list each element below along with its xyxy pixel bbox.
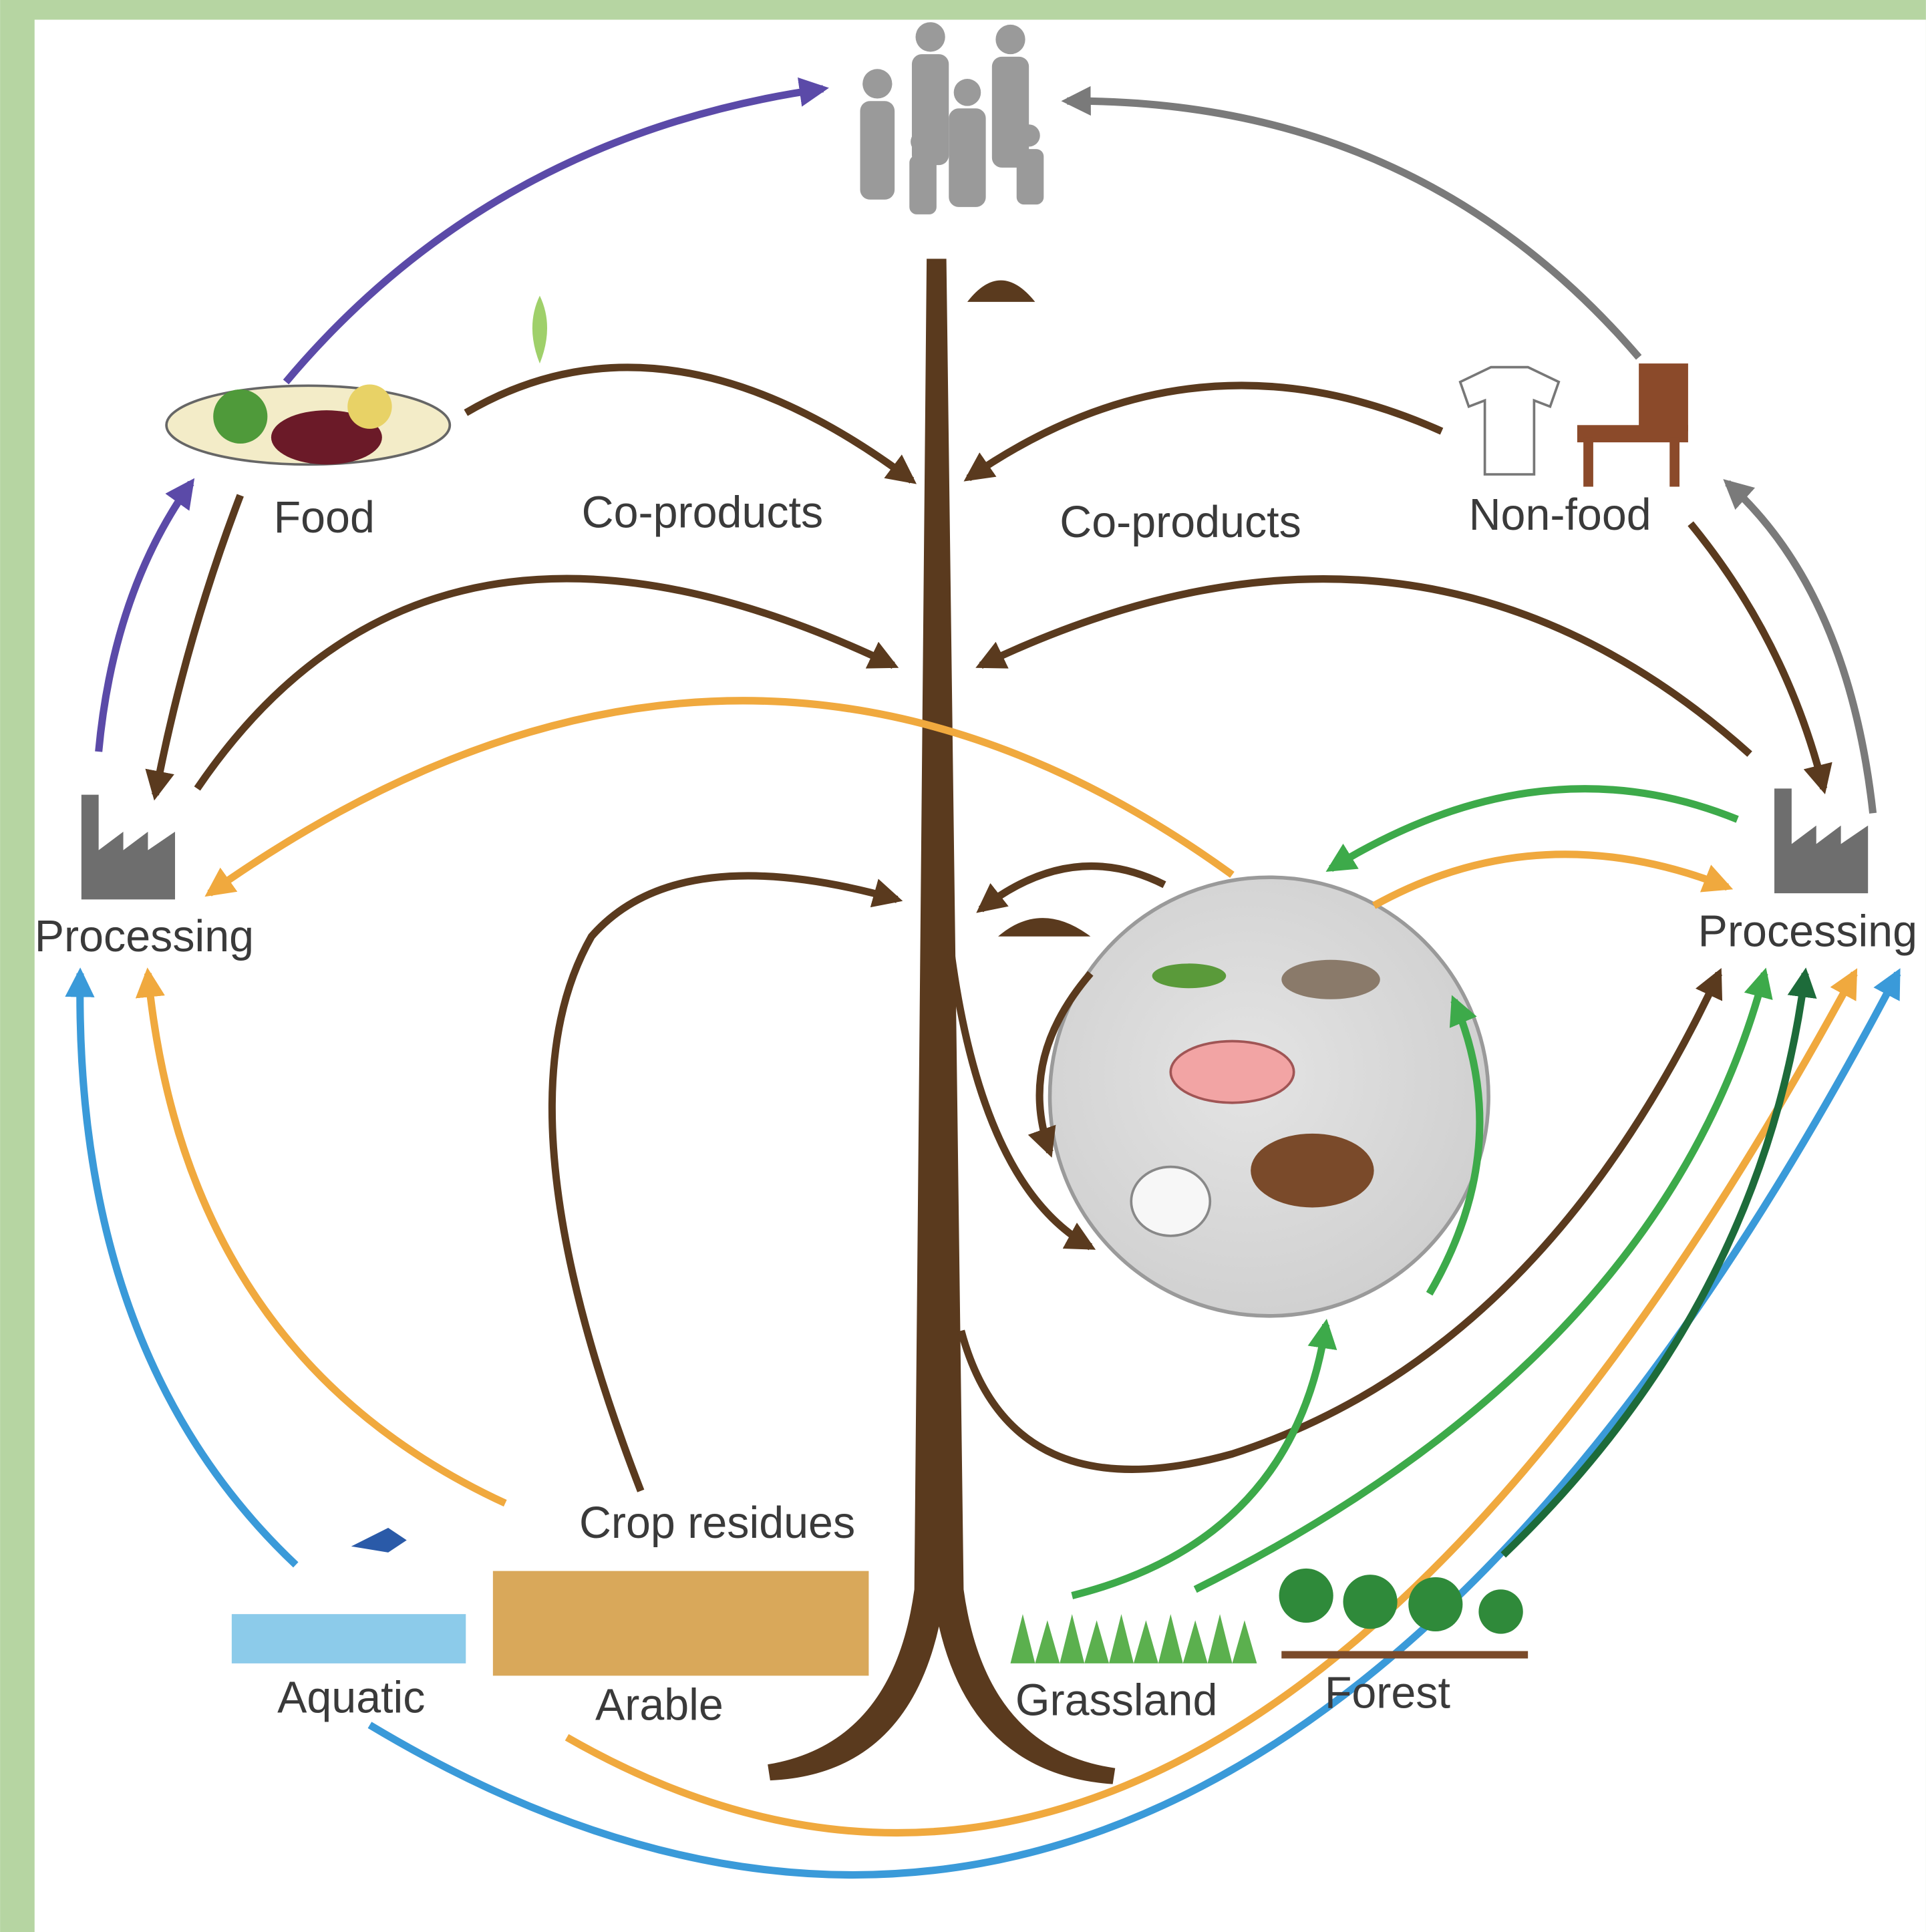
- diagram: Food Co-products Co-products Non-food Pr…: [0, 0, 1926, 1932]
- label: Crop residues: [579, 1498, 855, 1548]
- label: Co-products: [582, 488, 824, 537]
- label: Food: [274, 493, 375, 542]
- label: Forest: [1325, 1668, 1450, 1718]
- label: Processing: [35, 912, 254, 961]
- label: Aquatic: [277, 1673, 425, 1723]
- label: Grassland: [1015, 1675, 1218, 1725]
- label: Arable: [595, 1681, 724, 1730]
- label: Co-products: [1060, 498, 1301, 547]
- label: Non-food: [1469, 490, 1651, 540]
- label: Processing: [1698, 907, 1917, 956]
- page: {"labels": {"food": "Food", "co_products…: [0, 0, 1926, 1932]
